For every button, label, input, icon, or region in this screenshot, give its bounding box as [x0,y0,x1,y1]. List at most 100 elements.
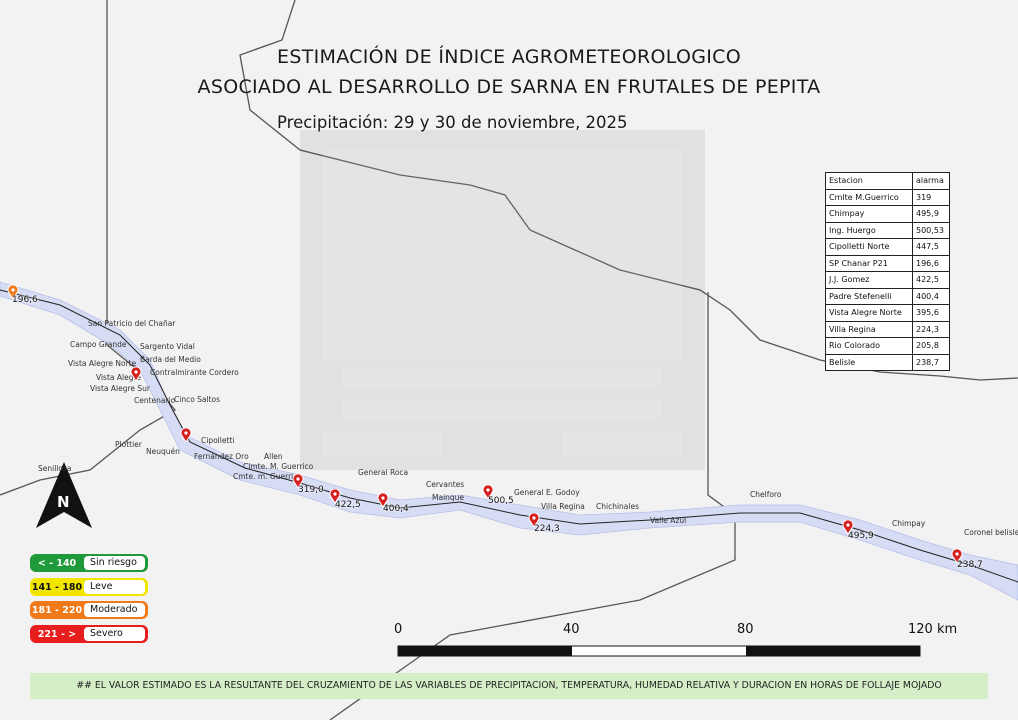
legend-range: < - 140 [37,557,77,569]
place-label: Villa Regina [541,502,585,511]
alarm-value: 319 [912,188,950,206]
place-label: Mainque [432,493,465,502]
table-row: Belisle 238,7 [825,353,950,371]
place-label: Cmte. m. Guerrico [233,472,302,481]
station-name: Villa Regina [825,320,913,338]
place-label: Vista Alegre Sur [90,384,150,393]
legend-label: Sin riesgo [84,556,145,570]
table-header-station: Estacion [825,172,913,190]
place-label: Neuquén [146,447,180,456]
legend-item-leve: 141 - 180 Leve [30,578,148,596]
map-pin-icon[interactable] [951,549,963,563]
place-label: Valle Azul [650,516,687,525]
map-title-line2: ASOCIADO AL DESARROLLO DE SARNA EN FRUTA… [197,76,821,98]
map-pin-icon[interactable] [482,485,494,499]
place-label: Sargento Vidal [140,342,195,351]
alarm-value: 224,3 [912,320,950,338]
legend-range: 181 - 220 [31,604,83,616]
alarm-value: 196,6 [912,254,950,272]
place-label: Contralmirante Cordero [150,368,239,377]
table-row: J.J. Gomez 422,5 [825,271,950,289]
station-name: Rio Colorado [825,337,913,355]
map-subtitle: Precipitación: 29 y 30 de noviembre, 202… [277,113,628,132]
station-name: Cipolletti Norte [825,238,913,256]
map-pin-icon[interactable] [329,489,341,503]
place-label: Fernández Oro [194,452,249,461]
table-row: Cmlte M.Guerrico 319 [825,188,950,206]
table-header-row: Estacion alarma [825,172,950,190]
alarm-value: 500,53 [912,221,950,239]
marker-value-label: 400,4 [383,504,409,514]
station-name: Padre Stefenelli [825,287,913,305]
marker-value-label: 500,5 [488,496,514,506]
place-label: Coronel belisle [964,528,1018,537]
marker-value-label: 422,5 [335,500,361,510]
scale-label: 120 km [908,622,958,637]
marker-value-label: 196,6 [12,295,38,305]
station-name: SP Chanar P21 [825,254,913,272]
place-label: San Patricio del Chañar [88,319,176,328]
map-pin-icon[interactable] [377,493,389,507]
place-label: Barda del Medio [140,355,201,364]
place-label: Clmte. M. Guerrico [243,462,314,471]
place-label: Campo Grande [70,340,127,349]
place-label: Chelforo [750,490,782,499]
alarm-value: 238,7 [912,353,950,371]
table-row: SP Chanar P21 196,6 [825,254,950,272]
place-label: Chimpay [892,519,926,528]
marker-value-label: 495,9 [848,531,874,541]
station-name: Belisle [825,353,913,371]
place-label: General Roca [358,468,409,477]
place-label: Chichinales [596,502,639,511]
table-row: Villa Regina 224,3 [825,320,950,338]
alarm-value: 495,9 [912,205,950,223]
map-pin-icon[interactable] [842,520,854,534]
table-row: Padre Stefenelli 400,4 [825,287,950,305]
place-label: Vista Alegre Norte [68,359,137,368]
legend-item-moderado: 181 - 220 Moderado [30,601,148,619]
marker-value-label: 319,0 [298,485,324,495]
table-row: Cipolletti Norte 447,5 [825,238,950,256]
station-name: Ing. Huergo [825,221,913,239]
alarm-value: 400,4 [912,287,950,305]
footnote-banner: ## EL VALOR ESTIMADO ES LA RESULTANTE DE… [30,673,988,699]
place-label: Senillosa [38,464,72,473]
map-pin-icon[interactable] [180,428,192,442]
place-label: Cipolletti [201,436,235,445]
place-label: Centenario [134,396,176,405]
marker-value-label: 238,7 [957,560,983,570]
map-pin-icon[interactable] [130,367,142,381]
map-pin-icon[interactable] [7,285,19,299]
legend-label: Leve [84,580,145,594]
station-name: Vista Alegre Norte [825,304,913,322]
north-arrow-label: N [57,493,70,511]
place-label: Vista Alegre [96,373,141,382]
station-name: Cmlte M.Guerrico [825,188,913,206]
alarm-value: 205,8 [912,337,950,355]
map-pin-icon[interactable] [528,513,540,527]
scale-label: 80 [737,622,754,637]
legend-label: Moderado [84,603,145,617]
place-label: Cinco Saltos [174,395,221,404]
map-title-line1: ESTIMACIÓN DE ÍNDICE AGROMETEOROLOGICO [277,46,741,68]
place-label: Allen [264,452,283,461]
scale-label: 0 [394,622,403,637]
alarm-value: 395,6 [912,304,950,322]
table-row: Vista Alegre Norte 395,6 [825,304,950,322]
table-header-alarm: alarma [912,172,950,190]
legend-label: Severo [84,627,145,641]
legend-range: 221 - > [37,628,77,640]
table-row: Ing. Huergo 500,53 [825,221,950,239]
place-label: General E. Godoy [514,488,580,497]
station-name: J.J. Gomez [825,271,913,289]
marker-value-label: 224,3 [534,524,560,534]
map-pin-icon[interactable] [292,474,304,488]
scale-label: 40 [563,622,580,637]
station-name: Chimpay [825,205,913,223]
table-row: Rio Colorado 205,8 [825,337,950,355]
alarm-value: 422,5 [912,271,950,289]
legend-item-sin-riesgo: < - 140 Sin riesgo [30,554,148,572]
table-row: Chimpay 495,9 [825,205,950,223]
